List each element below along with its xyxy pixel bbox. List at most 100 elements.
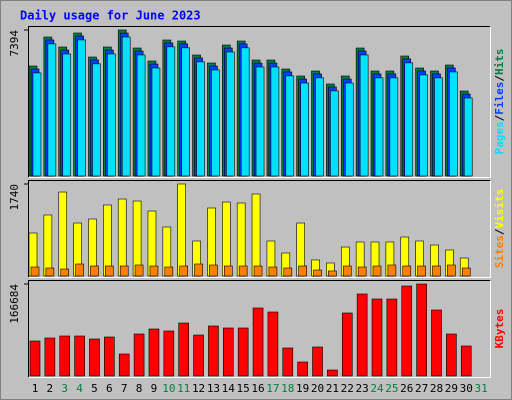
bar (223, 327, 234, 377)
bar (133, 333, 145, 377)
legend-entry: Pages (493, 121, 506, 154)
bar (89, 338, 100, 377)
bar (117, 198, 127, 277)
bar (268, 266, 278, 277)
bar (432, 265, 441, 277)
bar (434, 77, 443, 177)
bar (401, 285, 413, 377)
bar (62, 53, 72, 177)
bar (270, 66, 280, 177)
bar (341, 312, 353, 377)
bar (77, 39, 86, 177)
bar (177, 183, 186, 277)
x-tick-label: 24 (370, 382, 384, 395)
bar (29, 340, 41, 377)
bar (118, 353, 130, 377)
x-tick-label: 19 (296, 382, 309, 395)
bar (136, 54, 146, 177)
x-tick-label: 10 (162, 382, 175, 395)
panel-bevel-dark (28, 180, 491, 278)
bar (298, 265, 307, 277)
legend-entry: KBytes (493, 309, 506, 349)
bar (416, 283, 427, 377)
y-tick-label: 7394 (8, 30, 21, 57)
bar (194, 263, 203, 277)
bar (237, 327, 249, 377)
legend-entry: Files (493, 82, 506, 115)
x-tick-label: 20 (311, 382, 324, 395)
bar (300, 82, 309, 177)
bar (166, 46, 176, 177)
legend-entry: Hits (493, 49, 506, 76)
bar (461, 267, 471, 277)
legend-separator: / (493, 228, 506, 235)
x-tick-label: 3 (61, 382, 68, 395)
bar (238, 265, 248, 277)
bar (344, 82, 354, 177)
bar (312, 346, 323, 377)
bar (222, 201, 231, 277)
bar (59, 335, 71, 377)
bar (389, 77, 399, 177)
bar (32, 72, 42, 177)
bar (253, 265, 263, 277)
bar (151, 67, 161, 177)
x-tick-label: 28 (430, 382, 443, 395)
bar (387, 264, 397, 277)
legend-separator: / (493, 114, 506, 121)
x-tick-label: 17 (266, 382, 279, 395)
x-tick-label: 29 (445, 382, 458, 395)
bar (252, 307, 264, 377)
panel-bevel-light (28, 26, 491, 178)
x-tick-label: 22 (341, 382, 354, 395)
bar (297, 361, 308, 377)
bar (60, 268, 70, 277)
legend: Sites/Visits (493, 189, 506, 269)
x-tick-label: 12 (192, 382, 205, 395)
bar (417, 265, 426, 277)
bar (446, 333, 457, 377)
x-tick-label: 27 (415, 382, 428, 395)
bar (178, 322, 189, 377)
y-tick-label: 166684 (8, 284, 21, 324)
bar (30, 266, 40, 277)
bar (386, 298, 398, 377)
panel-bevel-light (28, 280, 491, 378)
x-tick-label: 30 (460, 382, 473, 395)
bar (47, 43, 57, 177)
bar (193, 334, 204, 377)
legend-entry: Sites (493, 235, 506, 268)
bar (372, 265, 382, 277)
x-tick-label: 26 (400, 382, 413, 395)
bar (105, 265, 114, 277)
bar (282, 347, 294, 377)
bar (359, 54, 369, 177)
x-tick-label: 15 (237, 382, 250, 395)
bar (196, 61, 205, 177)
x-tick-label: 14 (222, 382, 236, 395)
bar (356, 293, 368, 377)
x-tick-label: 4 (76, 382, 83, 395)
bar (236, 202, 246, 277)
bar (134, 264, 144, 277)
bar (328, 270, 337, 277)
x-tick-label: 25 (385, 382, 398, 395)
bar (463, 97, 473, 177)
legend-separator: / (493, 75, 506, 82)
x-tick-label: 16 (251, 382, 264, 395)
bar (209, 264, 218, 277)
bar (90, 265, 99, 277)
legend: Pages/Files/Hits (493, 49, 506, 155)
bar (419, 74, 428, 177)
x-tick-label: 31 (474, 382, 487, 395)
bar (149, 265, 159, 277)
bar (267, 311, 279, 377)
bar (255, 66, 265, 177)
bar (164, 266, 174, 277)
bar (374, 77, 384, 177)
x-tick-label: 21 (326, 382, 339, 395)
bar (211, 69, 220, 177)
x-tick-label: 8 (136, 382, 143, 395)
bar (371, 298, 383, 377)
